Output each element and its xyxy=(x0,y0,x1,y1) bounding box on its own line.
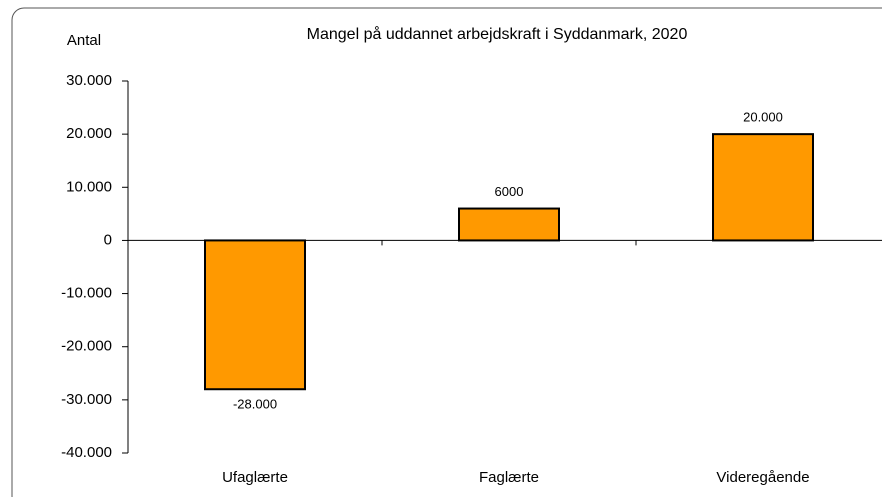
y-axis-label: Antal xyxy=(67,32,101,49)
bar xyxy=(712,133,814,242)
bar xyxy=(458,207,560,242)
bar xyxy=(204,239,306,391)
y-tick-label: -40.000 xyxy=(61,444,112,461)
y-tick-label: -30.000 xyxy=(61,391,112,408)
y-tick-label: -20.000 xyxy=(61,338,112,355)
data-label: 6000 xyxy=(495,184,524,199)
y-tick-label: 0 xyxy=(104,231,112,248)
x-tick-label: Ufaglærte xyxy=(222,469,288,486)
chart-title: Mangel på uddannet arbejdskraft i Syddan… xyxy=(307,25,688,43)
chart-frame xyxy=(11,7,882,497)
x-tick-label: Faglærte xyxy=(479,469,539,486)
y-tick-label: 30.000 xyxy=(66,72,112,89)
x-tick-label: Videregående xyxy=(716,469,809,486)
y-tick-label: -10.000 xyxy=(61,285,112,302)
y-tick-label: 10.000 xyxy=(66,178,112,195)
data-label: 20.000 xyxy=(743,110,783,125)
data-label: -28.000 xyxy=(233,397,277,412)
y-tick-label: 20.000 xyxy=(66,125,112,142)
